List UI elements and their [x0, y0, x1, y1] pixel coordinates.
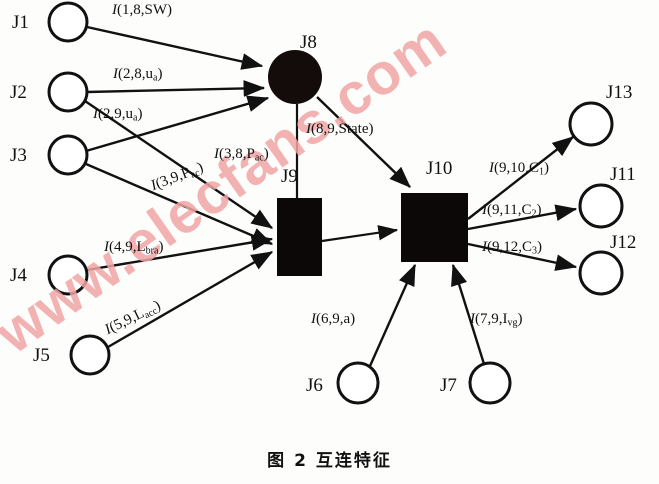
edge-group [84, 25, 578, 367]
edge-label-body: (6,9,a) [316, 311, 356, 327]
edge-j10-j11 [467, 204, 578, 231]
edge-label-sub: bra [145, 245, 159, 257]
edge-label-sub: vg [507, 317, 518, 329]
edge-j2-j9 [84, 100, 273, 229]
node-j1[interactable] [47, 1, 89, 43]
edge-label-italic-i: I [311, 311, 316, 327]
edge-j10-j12 [467, 242, 578, 271]
edge-label-tail: ) [537, 239, 542, 255]
edge-label-sub: a [133, 112, 138, 124]
edge-label-italic-i: I [306, 121, 311, 137]
node-label-j8: J8 [300, 32, 317, 53]
edge-label-body: (1,8,SW) [117, 2, 172, 18]
node-label-j13: J13 [606, 82, 633, 103]
figure-caption: 图 2 互连特征 [267, 451, 392, 471]
node-j9[interactable] [277, 198, 322, 276]
node-label-j2: J2 [10, 82, 27, 103]
edge-label-j8-j10: I(8,9,State) [306, 121, 373, 138]
node-j4[interactable] [47, 254, 89, 296]
edge-label-sub: 3 [532, 245, 537, 257]
edge-label-italic-i: I [93, 106, 98, 122]
edge-label-italic-i: I [104, 239, 109, 255]
node-j5[interactable] [69, 334, 111, 376]
edge-label-sub: 1 [539, 166, 544, 178]
edge-label-tail: ) [263, 146, 269, 162]
edge-label-tail: ) [544, 160, 549, 176]
edge-j3-j8 [85, 95, 270, 153]
edge-label-italic-i: I [113, 66, 118, 82]
edge-label-body: (3,8,P [219, 146, 255, 162]
edge-label-j2-j9: I(2,9,ua) [93, 106, 142, 124]
edge-label-body: (9,12,C [487, 239, 532, 255]
edge-label-sub: ac [254, 152, 264, 164]
edge-label-sub: 2 [531, 208, 537, 220]
edge-label-italic-i: I [489, 160, 494, 176]
edge-label-j4-j9: I(4,9,Lbra) [104, 239, 163, 257]
edge-label-body: (9,11,C [487, 202, 532, 218]
node-label-j3: J3 [10, 145, 27, 166]
node-j8[interactable] [268, 50, 322, 104]
edge-label-italic-i: I [482, 239, 487, 255]
edge-j3-j9 [85, 162, 274, 246]
node-j12[interactable] [578, 250, 624, 296]
edge-label-body: (4,9,L [109, 239, 146, 255]
edge-j4-j9 [86, 234, 274, 272]
edge-label-j10-j12: I(9,12,C3) [482, 239, 542, 257]
edge-label-italic-i: I [482, 202, 487, 218]
node-j10[interactable] [401, 193, 468, 262]
node-j2[interactable] [47, 71, 89, 113]
edge-j5-j9 [107, 250, 274, 349]
node-label-j11: J11 [610, 164, 636, 185]
edge-label-tail: ) [536, 202, 542, 218]
edge-label-j1-j8: I(1,8,SW) [112, 2, 172, 19]
node-label-j12: J12 [610, 232, 637, 253]
edge-label-tail: ) [137, 106, 143, 122]
edge-label-j3-j8: I(3,8,Pac) [214, 146, 269, 164]
node-label-j1: J1 [12, 12, 29, 33]
edge-j8-j10 [316, 96, 411, 188]
node-group [47, 1, 624, 405]
node-j7[interactable] [468, 361, 512, 405]
edge-j7-j10 [451, 263, 486, 365]
edge-j2-j8 [86, 80, 266, 97]
node-j6[interactable] [336, 361, 380, 405]
edge-label-j10-j13: I(9,10,C1) [489, 160, 549, 178]
edge-label-sub: a [153, 72, 158, 84]
edge-label-j10-j11: I(9,11,C2) [482, 202, 541, 220]
edge-label-body: (2,9,u [98, 106, 133, 122]
edge-label-tail: ) [158, 239, 164, 255]
edge-label-body: (8,9,State) [311, 121, 374, 137]
edge-label-tail: ) [517, 311, 523, 327]
node-label-j5: J5 [33, 345, 50, 366]
edge-label-italic-i: I [214, 146, 219, 162]
edge-label-j7-j10: I(7,9,Ivg) [470, 311, 523, 329]
edge-label-body: (7,9,I [475, 311, 508, 327]
edge-label-j2-j8: I(2,8,ua) [113, 66, 162, 84]
node-label-j9: J9 [281, 166, 298, 187]
node-label-j4: J4 [10, 265, 27, 286]
edge-label-italic-i: I [112, 2, 117, 18]
edge-label-italic-i: I [470, 311, 475, 327]
node-j11[interactable] [578, 183, 624, 229]
edge-j10-j13 [467, 136, 574, 220]
edge-j1-j8 [86, 25, 264, 70]
edge-label-tail: ) [157, 66, 163, 82]
node-label-j10: J10 [426, 158, 453, 179]
edge-j6-j10 [368, 263, 417, 367]
node-j13[interactable] [568, 101, 614, 147]
edge-j9-j10 [321, 225, 399, 243]
edge-label-j6-j10: I(6,9,a) [311, 311, 355, 328]
node-label-j7: J7 [440, 375, 457, 396]
node-label-j6: J6 [306, 375, 323, 396]
edge-label-body: (2,8,u [118, 66, 153, 82]
node-j3[interactable] [47, 134, 89, 176]
edge-label-body: (9,10,C [494, 160, 539, 176]
